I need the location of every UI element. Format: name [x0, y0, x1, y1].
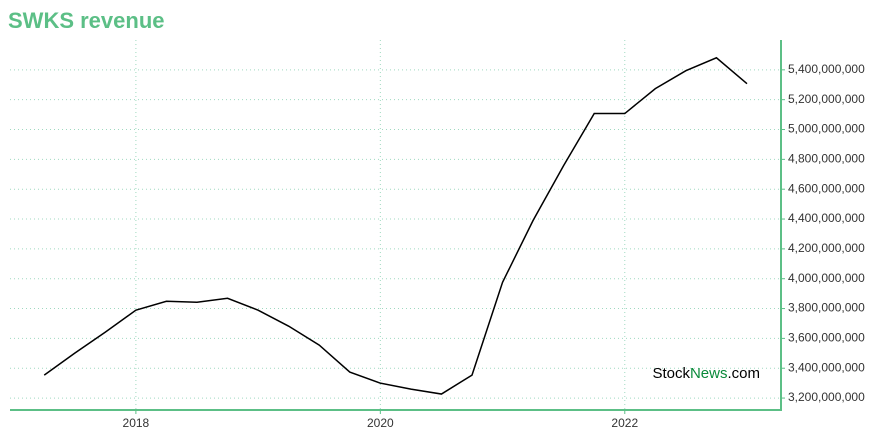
y-tick-label: 4,000,000,000: [788, 271, 865, 285]
y-tick-label: 4,400,000,000: [788, 211, 865, 225]
line: [43, 56, 748, 395]
x-tick-label: 2020: [367, 416, 394, 430]
y-tick-label: 3,600,000,000: [788, 331, 865, 345]
x-tick-label: 2018: [123, 416, 150, 430]
watermark-part: Stock: [652, 365, 690, 382]
y-tick-label: 5,200,000,000: [788, 92, 865, 106]
y-tick-label: 5,400,000,000: [788, 62, 865, 76]
chart-title: SWKS revenue: [8, 8, 165, 33]
watermark: StockNews.com: [652, 365, 760, 382]
watermark-part: News: [690, 365, 728, 382]
y-tick-label: 5,000,000,000: [788, 122, 865, 136]
y-tick-label: 4,800,000,000: [788, 152, 865, 166]
y-tick-label: 4,600,000,000: [788, 181, 865, 195]
y-tick-label: 4,200,000,000: [788, 241, 865, 255]
y-tick-label: 3,400,000,000: [788, 360, 865, 374]
x-tick-label: 2022: [611, 416, 638, 430]
y-tick-label: 3,800,000,000: [788, 301, 865, 315]
watermark-part: .com: [727, 365, 760, 382]
y-tick-label: 3,200,000,000: [788, 390, 865, 404]
